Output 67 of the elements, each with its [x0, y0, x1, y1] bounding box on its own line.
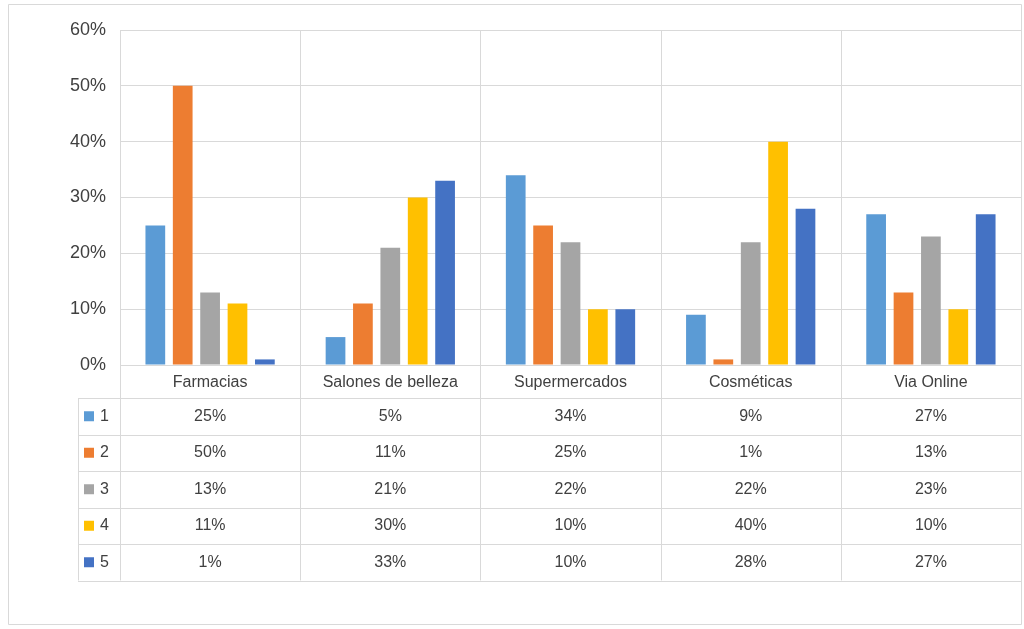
bar [893, 292, 914, 365]
y-tick-label: 50% [69, 74, 106, 95]
bar [325, 337, 346, 365]
data-label: 27% [914, 406, 947, 424]
data-label: 40% [734, 516, 767, 534]
bar [200, 292, 220, 365]
data-label: 10% [554, 516, 587, 534]
y-tick-label: 10% [69, 298, 106, 319]
data-label: 50% [194, 443, 227, 461]
y-tick-label: 30% [69, 186, 106, 207]
bar [588, 309, 608, 365]
bar [353, 303, 373, 365]
data-label: 9% [739, 406, 763, 424]
legend-label: 2 [100, 443, 109, 461]
data-label: 30% [374, 516, 407, 534]
data-label: 1% [198, 552, 222, 570]
data-label: 33% [374, 552, 407, 570]
data-label: 5% [378, 406, 402, 424]
bar [255, 359, 275, 365]
bar [505, 175, 526, 365]
bar [740, 242, 761, 365]
x-tick-label: Supermercados [514, 372, 627, 390]
bar [866, 214, 886, 365]
data-label: 13% [194, 479, 227, 497]
bar [435, 180, 455, 365]
data-label: 27% [914, 552, 947, 570]
bar [713, 359, 734, 365]
bar [227, 303, 248, 365]
data-label: 28% [734, 552, 767, 570]
data-label: 21% [374, 479, 407, 497]
y-tick-label: 60% [69, 18, 106, 39]
bar [172, 85, 193, 365]
bar [615, 309, 636, 365]
data-label: 23% [914, 479, 947, 497]
data-label: 22% [554, 479, 587, 497]
bar [921, 236, 941, 365]
bar [975, 214, 996, 365]
data-label: 34% [554, 406, 587, 424]
data-label: 11% [194, 516, 226, 534]
data-label: 1% [739, 443, 763, 461]
data-label: 25% [194, 406, 227, 424]
legend-label: 1 [100, 406, 109, 424]
bar [145, 225, 166, 365]
bar [407, 197, 428, 365]
legend-label: 4 [100, 516, 109, 534]
bar [795, 208, 816, 365]
data-label: 11% [374, 443, 406, 461]
data-label: 13% [914, 443, 947, 461]
bar [380, 247, 401, 365]
data-label: 25% [554, 443, 587, 461]
y-tick-label: 0% [79, 353, 106, 374]
data-label: 22% [734, 479, 767, 497]
x-tick-label: Salones de belleza [322, 372, 458, 390]
bar [560, 242, 581, 365]
legend-label: 5 [100, 552, 109, 570]
y-tick-label: 40% [69, 130, 106, 151]
data-label: 10% [554, 552, 587, 570]
x-tick-label: Cosméticas [708, 372, 793, 390]
y-tick-label: 20% [69, 242, 106, 263]
data-label: 10% [914, 516, 947, 534]
bar [533, 225, 553, 365]
bar [686, 314, 706, 365]
x-tick-label: Via Online [894, 372, 968, 390]
bar [768, 141, 788, 365]
x-tick-label: Farmacias [172, 372, 248, 390]
legend-label: 3 [100, 479, 109, 497]
bar [948, 309, 969, 365]
